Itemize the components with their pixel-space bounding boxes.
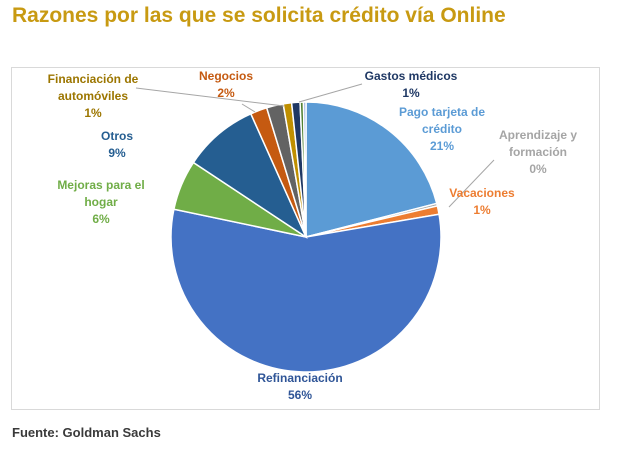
slice-value-label: 56% — [288, 388, 312, 402]
slice-label-text: Negocios — [199, 69, 253, 83]
leader-line-9 — [298, 83, 363, 103]
slice-label-text: crédito — [422, 122, 462, 136]
slice-label-text: hogar — [84, 195, 118, 209]
leader-line-8 — [135, 87, 285, 107]
slice-label-text: formación — [509, 145, 567, 159]
slice-label-text: Gastos médicos — [365, 69, 458, 83]
slice-value-label: 0% — [529, 162, 547, 176]
slice-label-text: automóviles — [58, 89, 128, 103]
slice-label-2: Vacaciones 1% — [449, 186, 515, 217]
slice-label-3: Refinanciación 56% — [257, 371, 342, 402]
leader-line-6 — [241, 103, 256, 113]
slice-label-9: Gastos médicos 1% — [365, 69, 458, 100]
slice-value-label: 1% — [84, 106, 102, 120]
slice-label-text: Mejoras para el — [57, 178, 144, 192]
slice-label-text: Pago tarjeta de — [399, 105, 485, 119]
slice-label-8: Financiación de automóviles 1% — [48, 72, 139, 120]
pie-chart: Pago tarjeta de crédito 21% Aprendizaje y fo… — [48, 69, 578, 402]
leader-lines — [135, 83, 495, 208]
pie-slice-0 — [305, 101, 438, 238]
pie-slice-3 — [170, 208, 442, 373]
slice-value-label: 1% — [402, 86, 420, 100]
slice-label-text: Otros — [101, 129, 133, 143]
slice-label-text: Financiación de — [48, 72, 139, 86]
chart-title: Razones por las que se solicita crédito … — [12, 4, 506, 27]
chart-area: Pago tarjeta de crédito 21% Aprendizaje y fo… — [11, 67, 600, 410]
source-note: Fuente: Goldman Sachs — [12, 425, 161, 440]
slice-value-label: 6% — [92, 212, 110, 226]
slice-label-text: Vacaciones — [449, 186, 515, 200]
slice-label-5: Otros 9% — [101, 129, 133, 160]
slice-value-label: 21% — [430, 139, 454, 153]
slice-label-4: Mejoras para el hogar 6% — [57, 178, 144, 226]
slice-label-6: Negocios 2% — [199, 69, 253, 100]
slice-label-text: Aprendizaje y — [499, 128, 577, 142]
slice-value-label: 1% — [473, 203, 491, 217]
pie-slices — [170, 101, 442, 373]
slice-value-label: 9% — [108, 146, 126, 160]
slice-value-label: 2% — [217, 86, 235, 100]
leader-line-1 — [448, 159, 495, 208]
slice-label-text: Refinanciación — [257, 371, 342, 385]
slice-labels: Pago tarjeta de crédito 21% Aprendizaje y fo… — [48, 69, 578, 402]
slice-label-0: Pago tarjeta de crédito 21% — [399, 105, 485, 153]
slice-label-1: Aprendizaje y formación 0% — [499, 128, 577, 176]
pie-slice-11 — [302, 101, 307, 238]
